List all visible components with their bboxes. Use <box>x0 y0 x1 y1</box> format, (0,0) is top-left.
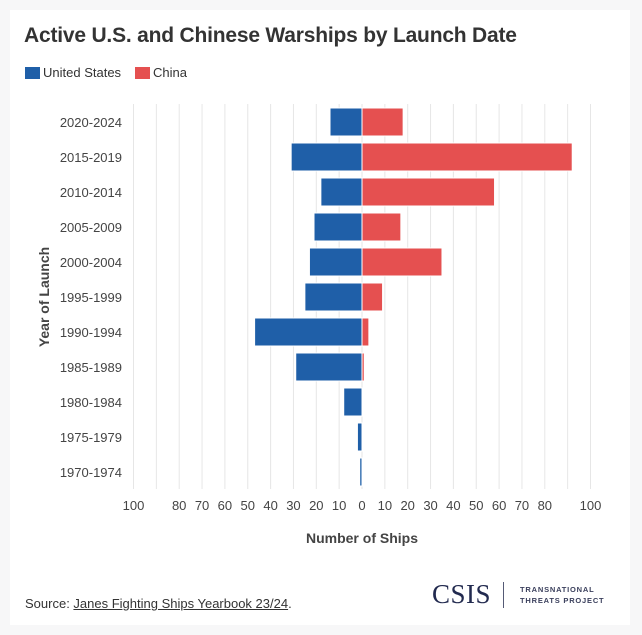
source-prefix: Source: <box>25 596 74 611</box>
x-tick-label: 50 <box>241 498 255 513</box>
logo-wordmark: CSIS <box>432 579 492 609</box>
y-tick-labels: 2020-2024 2015-2019 2010-2014 2005-2009 2000… <box>60 115 122 480</box>
y-tick-label: 1975-1979 <box>60 430 122 445</box>
logo-subtitle-line2: THREATS PROJECT <box>520 595 605 605</box>
legend: United States China <box>25 65 201 80</box>
x-tick-label: 80 <box>172 498 186 513</box>
bar-united-states-2000-2004 <box>308 247 363 277</box>
x-tick-label: 60 <box>218 498 232 513</box>
bar-china-2000-2004 <box>361 247 443 277</box>
bar-china-2020-2024 <box>361 107 404 137</box>
legend-label-china: China <box>153 65 188 80</box>
logo-subtitle-line1: TRANSNATIONAL <box>520 584 595 594</box>
y-tick-label: 2015-2019 <box>60 150 122 165</box>
y-tick-label: 1980-1984 <box>60 395 122 410</box>
x-tick-label: 0 <box>358 498 365 513</box>
bar-united-states-2015-2019 <box>290 142 363 172</box>
legend-swatch-united-states <box>25 66 40 79</box>
bar-united-states-1990-1994 <box>254 317 363 347</box>
x-tick-label: 20 <box>309 498 323 513</box>
bar-china-1985-1989 <box>361 352 365 382</box>
bar-china-2010-2014 <box>361 177 496 207</box>
source-note: Source: Janes Fighting Ships Yearbook 23… <box>25 596 292 611</box>
y-tick-label: 1995-1999 <box>60 290 122 305</box>
legend-label-united-states: United States <box>43 65 122 80</box>
y-tick-label: 1970-1974 <box>60 465 122 480</box>
bar-united-states-1985-1989 <box>295 352 363 382</box>
x-tick-label: 100 <box>580 498 602 513</box>
x-tick-label: 30 <box>423 498 437 513</box>
bar-united-states-1970-1974 <box>359 457 363 487</box>
x-tick-label: 40 <box>263 498 277 513</box>
logo-subtitle: TRANSNATIONAL THREATS PROJECT <box>520 584 604 606</box>
x-tick-label: 20 <box>400 498 414 513</box>
bars <box>254 107 573 487</box>
bar-united-states-1995-1999 <box>304 282 363 312</box>
y-tick-label: 2000-2004 <box>60 255 122 270</box>
x-tick-label: 50 <box>469 498 483 513</box>
bar-china-2015-2019 <box>361 142 573 172</box>
x-tick-label: 70 <box>515 498 529 513</box>
y-tick-label: 2010-2014 <box>60 185 122 200</box>
bar-united-states-1980-1984 <box>343 387 363 417</box>
y-axis-title: Year of Launch <box>36 247 52 347</box>
x-tick-label: 70 <box>195 498 209 513</box>
y-tick-label: 1990-1994 <box>60 325 122 340</box>
legend-swatch-china <box>135 66 151 79</box>
source-suffix: . <box>288 596 292 611</box>
bar-united-states-2010-2014 <box>320 177 363 207</box>
x-tick-labels: 100 80 70 60 50 40 30 20 10 0 10 20 30 40 50 60 70 80 100 <box>123 498 602 513</box>
y-tick-label: 2005-2009 <box>60 220 122 235</box>
source-link[interactable]: Janes Fighting Ships Yearbook 23/24 <box>73 596 289 611</box>
bar-china-1990-1994 <box>361 317 370 347</box>
chart-title: Active U.S. and Chinese Warships by Laun… <box>24 24 517 47</box>
x-tick-label: 40 <box>446 498 460 513</box>
legend-item-united-states: United States <box>25 65 121 80</box>
x-axis-title: Number of Ships <box>306 530 418 546</box>
x-tick-label: 80 <box>538 498 552 513</box>
bar-united-states-2020-2024 <box>329 107 363 137</box>
bar-united-states-2005-2009 <box>313 212 363 242</box>
csis-logo: CSIS TRANSNATIONAL THREATS PROJECT <box>432 579 604 610</box>
y-tick-label: 1985-1989 <box>60 360 122 375</box>
x-tick-label: 30 <box>286 498 300 513</box>
x-tick-label: 10 <box>332 498 346 513</box>
x-tick-label: 10 <box>378 498 392 513</box>
x-tick-label: 100 <box>123 498 145 513</box>
bar-china-1995-1999 <box>361 282 384 312</box>
y-tick-label: 2020-2024 <box>60 115 122 130</box>
x-tick-label: 60 <box>492 498 506 513</box>
bar-united-states-1975-1979 <box>356 422 363 452</box>
bar-china-2005-2009 <box>361 212 402 242</box>
legend-item-china: China <box>135 65 187 80</box>
logo-divider <box>503 581 505 608</box>
